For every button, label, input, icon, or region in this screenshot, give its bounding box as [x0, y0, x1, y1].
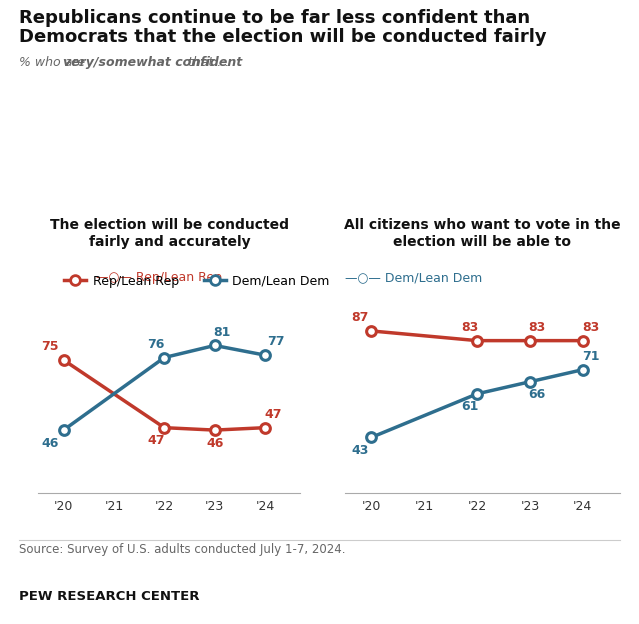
Text: very/somewhat confident: very/somewhat confident [63, 56, 242, 69]
Dem/Lean Dem [473, 390, 481, 397]
Text: —○— Rep/Lean Rep: —○— Rep/Lean Rep [96, 271, 222, 284]
Text: PEW RESEARCH CENTER: PEW RESEARCH CENTER [19, 590, 199, 603]
Dem/Lean Dem [211, 342, 219, 349]
Dem/Lean Dem [579, 366, 587, 373]
Text: 83: 83 [583, 321, 600, 334]
Text: The election will be conducted
fairly and accurately: The election will be conducted fairly an… [50, 218, 289, 248]
Text: Democrats that the election will be conducted fairly: Democrats that the election will be cond… [19, 28, 547, 46]
Text: 46: 46 [41, 437, 58, 449]
Dem/Lean Dem [526, 378, 534, 386]
Line: Dem/Lean Dem: Dem/Lean Dem [367, 365, 588, 442]
Text: Source: Survey of U.S. adults conducted July 1-7, 2024.: Source: Survey of U.S. adults conducted … [19, 543, 346, 556]
Text: Republicans continue to be far less confident than: Republicans continue to be far less conf… [19, 9, 530, 27]
Text: 77: 77 [268, 335, 285, 348]
Legend: Rep/Lean Rep, Dem/Lean Dem: Rep/Lean Rep, Dem/Lean Dem [64, 275, 330, 288]
Dem/Lean Dem [367, 434, 375, 441]
Text: 75: 75 [41, 340, 58, 353]
Rep/Lean Rep [59, 356, 67, 364]
Dem/Lean Dem [59, 426, 67, 434]
Line: Rep/Lean Rep: Rep/Lean Rep [367, 326, 588, 346]
Text: 76: 76 [147, 338, 165, 351]
Text: 83: 83 [528, 321, 546, 334]
Text: % who are: % who are [19, 56, 89, 69]
Text: 43: 43 [351, 444, 369, 457]
Rep/Lean Rep [579, 337, 587, 344]
Text: that ...: that ... [184, 56, 229, 69]
Rep/Lean Rep [160, 424, 168, 431]
Text: All citizens who want to vote in the
election will be able to: All citizens who want to vote in the ele… [344, 218, 620, 248]
Text: 61: 61 [461, 400, 479, 413]
Text: 46: 46 [206, 437, 224, 449]
Dem/Lean Dem [261, 351, 269, 359]
Text: 81: 81 [213, 326, 230, 338]
Text: 47: 47 [265, 407, 282, 421]
Text: 71: 71 [582, 349, 600, 363]
Text: 83: 83 [461, 321, 479, 334]
Text: 47: 47 [147, 434, 165, 447]
Dem/Lean Dem [160, 354, 168, 361]
Rep/Lean Rep [261, 424, 269, 431]
Rep/Lean Rep [526, 337, 534, 344]
Line: Rep/Lean Rep: Rep/Lean Rep [59, 355, 270, 435]
Rep/Lean Rep [367, 327, 375, 334]
Rep/Lean Rep [211, 426, 219, 434]
Rep/Lean Rep [473, 337, 481, 344]
Line: Dem/Lean Dem: Dem/Lean Dem [59, 341, 270, 435]
Text: —○— Dem/Lean Dem: —○— Dem/Lean Dem [345, 271, 482, 284]
Text: 87: 87 [351, 311, 369, 324]
Text: 66: 66 [528, 388, 546, 401]
